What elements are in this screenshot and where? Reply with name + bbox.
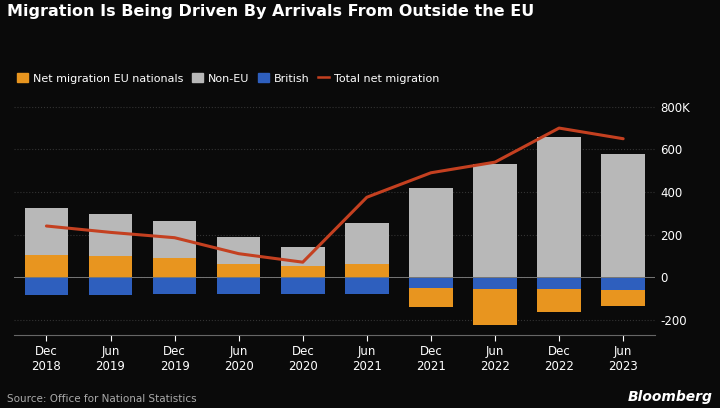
Bar (409, 288, 453, 307)
Bar (281, 266, 325, 277)
Bar (601, 154, 645, 277)
Bar (217, 264, 261, 277)
Bar (601, 277, 645, 290)
Legend: Net migration EU nationals, Non-EU, British, Total net migration: Net migration EU nationals, Non-EU, Brit… (13, 69, 444, 88)
Bar (217, 277, 261, 294)
Bar (537, 277, 581, 289)
Bar (473, 277, 517, 289)
Bar (24, 255, 68, 277)
Bar (345, 277, 389, 294)
Bar (473, 164, 517, 277)
Bar (345, 223, 389, 264)
Bar (89, 256, 132, 277)
Bar (153, 258, 197, 277)
Bar (89, 277, 132, 295)
Bar (153, 277, 197, 294)
Bar (601, 290, 645, 306)
Bar (409, 277, 453, 288)
Bar (24, 277, 68, 295)
Bar (345, 264, 389, 277)
Text: Bloomberg: Bloomberg (628, 390, 713, 404)
Bar (153, 221, 197, 258)
Text: Migration Is Being Driven By Arrivals From Outside the EU: Migration Is Being Driven By Arrivals Fr… (7, 4, 534, 19)
Bar (89, 214, 132, 256)
Bar (281, 247, 325, 266)
Bar (537, 137, 581, 277)
Bar (24, 208, 68, 255)
Bar (217, 237, 261, 264)
Bar (537, 289, 581, 312)
Text: Source: Office for National Statistics: Source: Office for National Statistics (7, 394, 197, 404)
Bar (281, 277, 325, 294)
Bar (473, 289, 517, 325)
Bar (409, 188, 453, 277)
